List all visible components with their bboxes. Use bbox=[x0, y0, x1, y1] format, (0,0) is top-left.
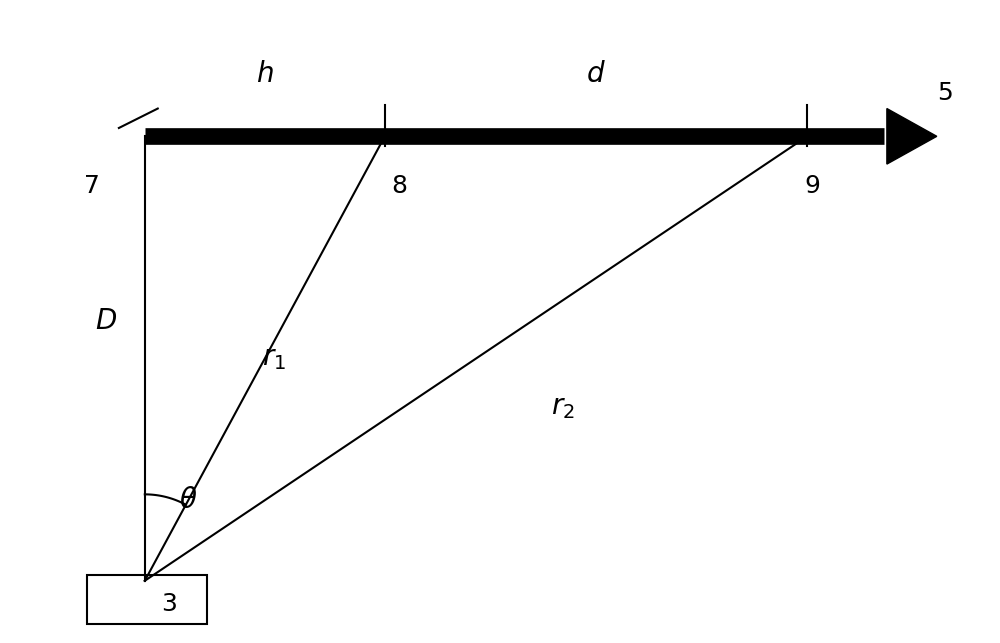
Text: 5: 5 bbox=[937, 81, 953, 105]
Text: $d$: $d$ bbox=[586, 61, 606, 88]
Text: 9: 9 bbox=[804, 174, 820, 197]
Text: $r_1$: $r_1$ bbox=[262, 345, 286, 372]
Polygon shape bbox=[887, 109, 937, 164]
Text: $r_2$: $r_2$ bbox=[551, 394, 574, 421]
Text: 8: 8 bbox=[391, 174, 407, 197]
Text: 7: 7 bbox=[84, 174, 100, 197]
Bar bbox=[87, 575, 207, 624]
Text: $h$: $h$ bbox=[256, 61, 274, 88]
Text: $\theta$: $\theta$ bbox=[179, 487, 197, 514]
Text: $D$: $D$ bbox=[95, 308, 117, 335]
Text: 3: 3 bbox=[161, 592, 177, 616]
